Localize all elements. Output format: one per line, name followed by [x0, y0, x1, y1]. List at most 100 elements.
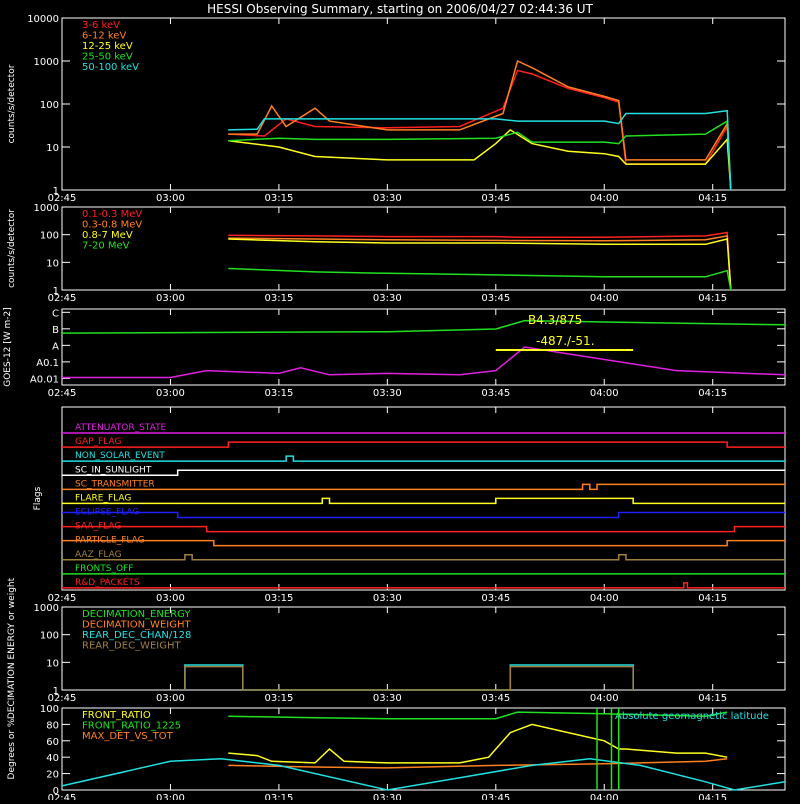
gamma-x-tick-label: 03:00: [156, 293, 185, 304]
goes-annotation-1: -487./-51.: [536, 334, 595, 348]
xray-x-tick-label: 03:30: [373, 193, 402, 204]
flags-flag-label-3: SC_IN_SUNLIGHT: [75, 465, 152, 475]
goes-series-1: [62, 346, 786, 379]
decimation-legend-1: DECIMATION_WEIGHT: [82, 620, 191, 631]
ratios-frame: [61, 707, 786, 791]
decimation-legend-0: DECIMATION_ENERGY: [82, 609, 191, 620]
decimation-y-label: DECIMATION ENERGY or weight: [7, 577, 17, 719]
goes-annotation-0: B4.3/875: [528, 313, 582, 327]
flags-flag-label-10: FRONTS_OFF: [75, 564, 133, 574]
goes-x-tick-label: 03:30: [373, 388, 402, 399]
goes-x-tick-label: 03:45: [481, 388, 510, 399]
gamma-legend-3: 7-20 MeV: [82, 241, 130, 252]
xray-y-tick-label: 1: [53, 186, 59, 197]
xray-series-0: [228, 69, 732, 191]
decimation-y-tick-label: 1: [53, 686, 59, 697]
xray-legend-3: 25-50 keV: [82, 52, 133, 63]
flags-x-tick-label: 03:30: [373, 593, 402, 604]
flags-flag-label-2: NON_SOLAR_EVENT: [75, 451, 165, 461]
flags-flag-label-5: FLARE_FLAG: [75, 493, 131, 503]
gamma-x-tick-label: 02:45: [48, 293, 77, 304]
gamma-y-tick-label: 1: [53, 286, 59, 297]
xray-y-label: counts/s/detector: [7, 64, 17, 143]
gamma-x-tick-label: 03:45: [481, 293, 510, 304]
goes-series-0: [61, 319, 786, 334]
xray-series-4: [228, 109, 732, 191]
xray-series-2: [228, 128, 732, 191]
flags-flag-trace-11: [62, 582, 785, 589]
decimation-legend-3: REAR_DEC_WEIGHT: [82, 641, 181, 652]
decimation-x-tick-label: 02:45: [48, 693, 77, 704]
gamma-x-tick-label: 04:15: [698, 293, 727, 304]
ratios-y-tick-label: 60: [46, 737, 59, 748]
goes-y-label: GOES-12 [W m-2]: [3, 307, 13, 387]
xray-y-tick-label: 100: [40, 100, 59, 111]
ratios-y-tick-label: 40: [46, 753, 59, 764]
flags-frame: [61, 406, 786, 591]
flags-x-tick-label: 04:00: [590, 593, 619, 604]
decimation-y-tick-label: 100: [40, 631, 59, 642]
ratios-y-tick-label: 80: [46, 720, 59, 731]
flags-x-tick-label: 03:45: [481, 593, 510, 604]
flags-x-tick-label: 02:45: [48, 593, 77, 604]
ratios-series-3: [61, 758, 786, 791]
goes-x-tick-label: 04:15: [698, 388, 727, 399]
gamma-y-label: counts/s/detector: [7, 209, 17, 288]
ratios-y-tick-label: 0: [53, 786, 59, 797]
flags-flag-label-0: ATTENUATOR_STATE: [75, 423, 167, 433]
flags-flag-trace-9: [62, 554, 785, 561]
flags-flag-label-1: GAP_FLAG: [75, 437, 121, 447]
decimation-x-tick-label: 03:15: [264, 693, 293, 704]
goes-y-tick-label: A0.1: [36, 358, 59, 369]
ratios-series-2: [228, 758, 728, 769]
xray-x-tick-label: 04:00: [590, 193, 619, 204]
gamma-series-0: [228, 231, 732, 291]
xray-legend-2: 12-25 keV: [82, 41, 133, 52]
ratios-x-tick-label: 04:15: [698, 793, 727, 800]
gamma-series-1: [228, 235, 732, 291]
decimation-x-tick-label: 03:45: [481, 693, 510, 704]
flags-x-tick-label: 03:15: [264, 593, 293, 604]
ratios-series-1: [228, 711, 728, 720]
decimation-x-tick-label: 03:00: [156, 693, 185, 704]
ratios-legend-3: Absolute geomagnetic latitude: [615, 711, 769, 722]
gamma-legend-0: 0.1-0.3 MeV: [82, 209, 142, 220]
decimation-x-tick-label: 03:30: [373, 693, 402, 704]
ratios-legend-1: FRONT_RATIO_1225: [82, 721, 181, 732]
decimation-y-tick-label: 1000: [34, 603, 59, 614]
xray-x-tick-label: 04:15: [698, 193, 727, 204]
xray-x-tick-label: 03:45: [481, 193, 510, 204]
ratios-y-tick-label: 100: [40, 704, 59, 715]
ratios-y-label: Degrees or %: [7, 718, 17, 779]
gamma-y-tick-label: 1000: [34, 203, 59, 214]
goes-x-tick-label: 03:00: [156, 388, 185, 399]
ratios-series-0: [228, 723, 728, 764]
goes-x-tick-label: 02:45: [48, 388, 77, 399]
ratios-x-tick-label: 02:45: [48, 793, 77, 800]
xray-y-tick-label: 10: [46, 143, 59, 154]
gamma-y-tick-label: 100: [40, 231, 59, 242]
ratios-legend-2: MAX_DET_VS_TOT: [82, 731, 174, 742]
ratios-legend-0: FRONT_RATIO: [82, 710, 151, 721]
flags-y-label: Flags: [33, 486, 43, 510]
flags-x-tick-label: 04:15: [698, 593, 727, 604]
xray-series-1: [228, 59, 732, 191]
xray-legend-1: 6-12 keV: [82, 31, 126, 42]
goes-y-tick-label: B: [52, 325, 59, 336]
gamma-legend-2: 0.8-7 MeV: [82, 230, 133, 241]
xray-legend-0: 3-6 keV: [82, 20, 120, 31]
decimation-legend-2: REAR_DEC_CHAN/128: [82, 630, 191, 641]
goes-x-tick-label: 04:00: [590, 388, 619, 399]
gamma-x-tick-label: 03:30: [373, 293, 402, 304]
goes-frame: [61, 308, 786, 386]
flags-flag-trace-4: [62, 483, 785, 491]
ratios-x-tick-label: 03:45: [481, 793, 510, 800]
xray-legend-4: 50-100 keV: [82, 62, 139, 73]
flags-flag-trace-6: [62, 511, 785, 519]
decimation-series-0: [184, 664, 634, 691]
flags-flag-label-11: R&D_PACKETS: [75, 578, 140, 588]
ratios-x-tick-label: 03:00: [156, 793, 185, 800]
xray-y-tick-label: 10000: [27, 14, 59, 25]
